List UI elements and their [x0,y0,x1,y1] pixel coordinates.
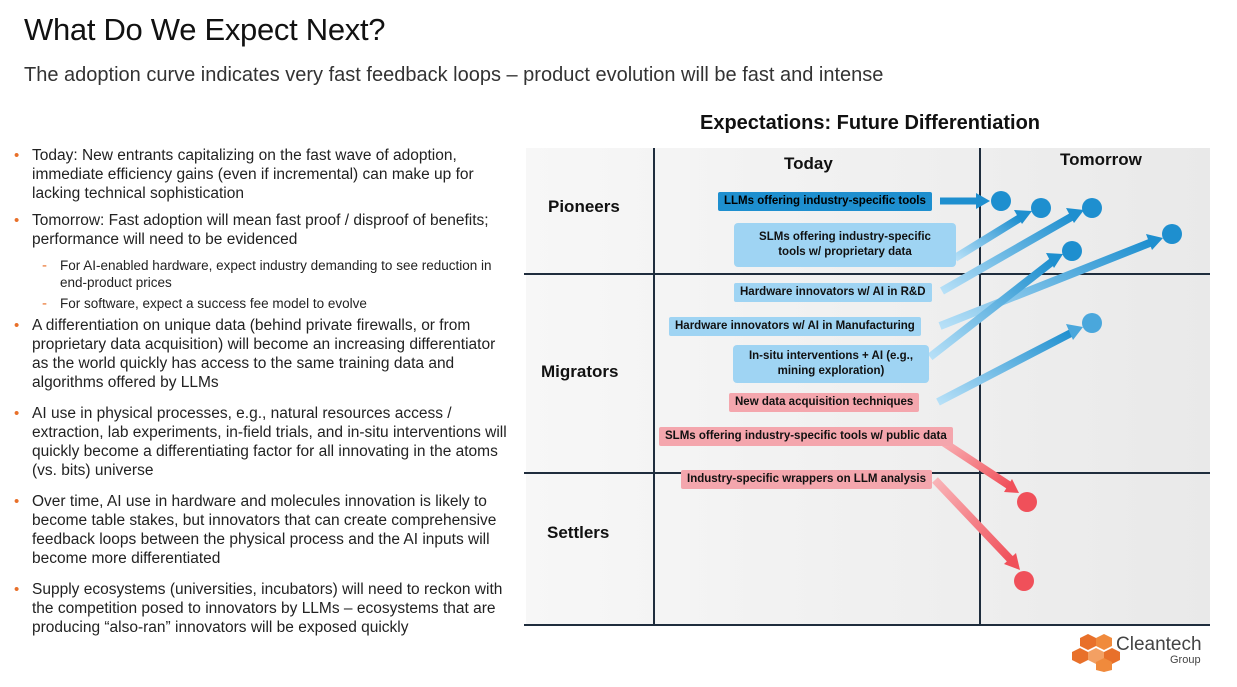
cleantech-logo-icon [1072,634,1120,672]
column-label-tomorrow: Tomorrow [1060,150,1142,169]
logo-name: Cleantech [1116,634,1202,655]
item-insitu-line1: In-situ interventions + AI (e.g., [748,350,914,362]
item-insitu-line2: mining exploration) [777,365,885,377]
item-wrappers: Industry-specific wrappers on LLM analys… [681,470,933,489]
dot-llm-tools [991,191,1011,211]
sub-bullet-item: For AI-enabled hardware, expect industry… [12,257,512,291]
item-insitu: In-situ interventions + AI (e.g., mining… [733,345,929,383]
column-label-today: Today [784,154,833,173]
dot-insitu [1062,241,1082,261]
arrow-wrappers [932,477,1020,570]
bullet-item: Today: New entrants capitalizing on the … [12,146,512,203]
bullet-item: Over time, AI use in hardware and molecu… [12,492,512,568]
dot-slm-proprietary [1031,198,1051,218]
arrow-new-data [936,324,1083,406]
arrow-slm-proprietary [952,210,1032,262]
diagram-title: Expectations: Future Differentiation [699,112,1041,134]
row-label-pioneers: Pioneers [548,197,620,216]
item-new-data: New data acquisition techniques [729,393,920,412]
bullet-item: A differentiation on unique data (behind… [12,316,512,392]
arrow-slm-public [937,436,1019,493]
bullet-item: Tomorrow: Fast adoption will mean fast p… [12,211,512,249]
arrow-hw-mfg [938,234,1163,330]
logo-sub: Group [1170,654,1201,666]
item-slm-proprietary-line2: tools w/ proprietary data [778,246,912,258]
item-slm-proprietary: SLMs offering industry-specific tools w/… [734,223,956,267]
bullet-item: Supply ecosystems (universities, incubat… [12,580,512,637]
dot-slm-public [1017,492,1037,512]
row-label-settlers: Settlers [547,523,610,542]
bullet-list: Today: New entrants capitalizing on the … [12,146,512,645]
page-title: What Do We Expect Next? [24,12,386,47]
bullet-item: AI use in physical processes, e.g., natu… [12,404,512,480]
item-llm-tools: LLMs offering industry-specific tools [718,192,932,211]
row-label-migrators: Migrators [541,362,619,381]
item-slm-public: SLMs offering industry-specific tools w/… [659,427,953,446]
diagram-background [526,148,1210,624]
item-hw-rd: Hardware innovators w/ AI in R&D [734,283,932,302]
page-subtitle: The adoption curve indicates very fast f… [24,64,884,86]
sub-bullet-item: For software, expect a success fee model… [12,295,512,312]
item-hw-mfg: Hardware innovators w/ AI in Manufacturi… [669,317,921,336]
dot-new-data [1082,313,1102,333]
dot-hw-mfg [1162,224,1182,244]
item-slm-proprietary-line1: SLMs offering industry-specific [759,231,931,243]
arrow-hw-rd [940,208,1084,295]
dot-hw-rd [1082,198,1102,218]
arrow-insitu [927,253,1063,361]
arrow-llm-tools [940,193,990,209]
dot-wrappers [1014,571,1034,591]
